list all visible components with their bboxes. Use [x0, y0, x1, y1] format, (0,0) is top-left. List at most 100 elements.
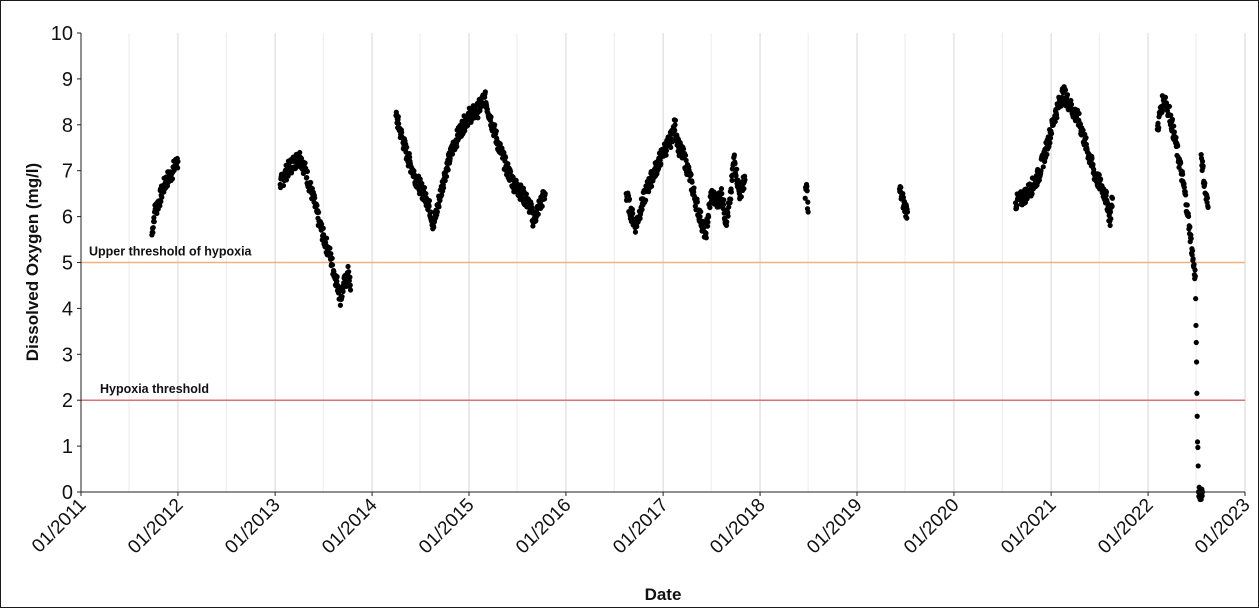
data-point — [1204, 195, 1211, 201]
data-point — [507, 168, 514, 175]
data-point — [1168, 112, 1174, 118]
data-point — [1068, 97, 1074, 104]
data-point — [523, 191, 529, 197]
data-point — [443, 173, 450, 180]
x-tick-label: 01/2021 — [997, 495, 1060, 558]
data-point — [658, 161, 664, 167]
data-point — [151, 219, 157, 225]
data-point — [1190, 256, 1196, 262]
data-point — [302, 160, 308, 166]
data-point — [1166, 103, 1173, 110]
data-point — [314, 202, 320, 209]
x-tick-label: 01/2017 — [609, 495, 672, 558]
data-point — [1107, 222, 1113, 229]
y-tick-label: 2 — [62, 390, 73, 412]
data-point — [805, 199, 811, 205]
data-point — [529, 204, 535, 211]
data-point — [454, 143, 460, 150]
data-point — [670, 138, 676, 145]
data-point — [465, 122, 471, 128]
data-point — [697, 214, 703, 220]
data-point — [1195, 463, 1201, 469]
x-tick-label: 01/2020 — [900, 495, 963, 558]
data-point — [1169, 116, 1176, 122]
data-point — [1044, 151, 1050, 158]
data-point — [151, 215, 157, 221]
data-point — [1160, 107, 1166, 113]
data-point — [705, 214, 712, 220]
data-point — [626, 196, 633, 202]
data-point — [312, 195, 318, 201]
data-point — [329, 255, 335, 261]
data-point — [1194, 413, 1200, 419]
data-point — [407, 154, 413, 160]
data-point — [395, 114, 401, 120]
data-point — [1064, 92, 1071, 98]
y-tick-label: 7 — [62, 161, 73, 183]
data-point — [437, 197, 443, 204]
data-point — [426, 198, 433, 204]
data-point — [672, 127, 678, 133]
x-tick-labels: 01/2011 01/2012 01/2013 01/2014 01/2015 01/20… — [28, 492, 1255, 558]
data-point — [319, 221, 325, 227]
data-point — [721, 197, 727, 203]
data-point — [1175, 143, 1181, 149]
data-point — [297, 149, 303, 156]
data-point — [1184, 202, 1190, 208]
data-point — [1156, 125, 1162, 131]
data-point — [698, 209, 704, 215]
data-point — [316, 209, 322, 215]
data-point — [1029, 191, 1035, 197]
data-point — [729, 177, 735, 183]
data-point — [298, 155, 305, 161]
data-point — [535, 211, 541, 217]
data-point — [320, 225, 326, 231]
data-point — [492, 122, 498, 128]
data-point — [718, 186, 725, 192]
data-point — [741, 186, 747, 192]
data-point — [707, 204, 713, 211]
data-point — [1048, 130, 1055, 137]
x-tick-label: 01/2011 — [28, 495, 90, 557]
x-tick-label: 01/2023 — [1191, 495, 1254, 558]
data-point — [734, 166, 740, 172]
x-tick-label: 01/2019 — [803, 495, 866, 558]
data-point — [505, 161, 511, 167]
data-point — [150, 224, 156, 231]
data-point — [419, 180, 425, 187]
data-point — [1205, 204, 1211, 211]
x-tick-label: 01/2015 — [415, 495, 478, 558]
data-point — [1191, 261, 1197, 267]
data-point — [805, 209, 811, 215]
data-point — [447, 155, 453, 161]
data-point — [493, 128, 499, 134]
data-point — [1080, 127, 1086, 133]
y-tick-label: 0 — [62, 482, 73, 504]
data-point — [334, 278, 340, 284]
data-point — [428, 209, 434, 215]
data-point — [1200, 163, 1206, 169]
data-point — [728, 196, 734, 202]
data-point — [630, 210, 636, 217]
data-point — [1076, 110, 1082, 117]
data-point — [399, 129, 405, 135]
data-point — [672, 122, 678, 128]
y-tick-label: 6 — [62, 207, 73, 229]
data-point — [542, 191, 548, 197]
data-point — [1193, 296, 1199, 302]
data-point — [720, 205, 726, 212]
data-point — [1103, 189, 1110, 195]
x-tick-label: 01/2022 — [1094, 495, 1157, 558]
y-tick-label: 9 — [62, 69, 73, 91]
data-point — [1202, 180, 1208, 186]
data-point — [703, 230, 709, 236]
data-point — [663, 152, 669, 158]
data-point — [304, 168, 310, 175]
data-point — [158, 198, 164, 205]
data-point — [703, 235, 709, 241]
data-point — [396, 121, 402, 127]
data-point — [431, 224, 437, 230]
data-point — [1188, 235, 1194, 242]
data-point — [421, 184, 428, 191]
